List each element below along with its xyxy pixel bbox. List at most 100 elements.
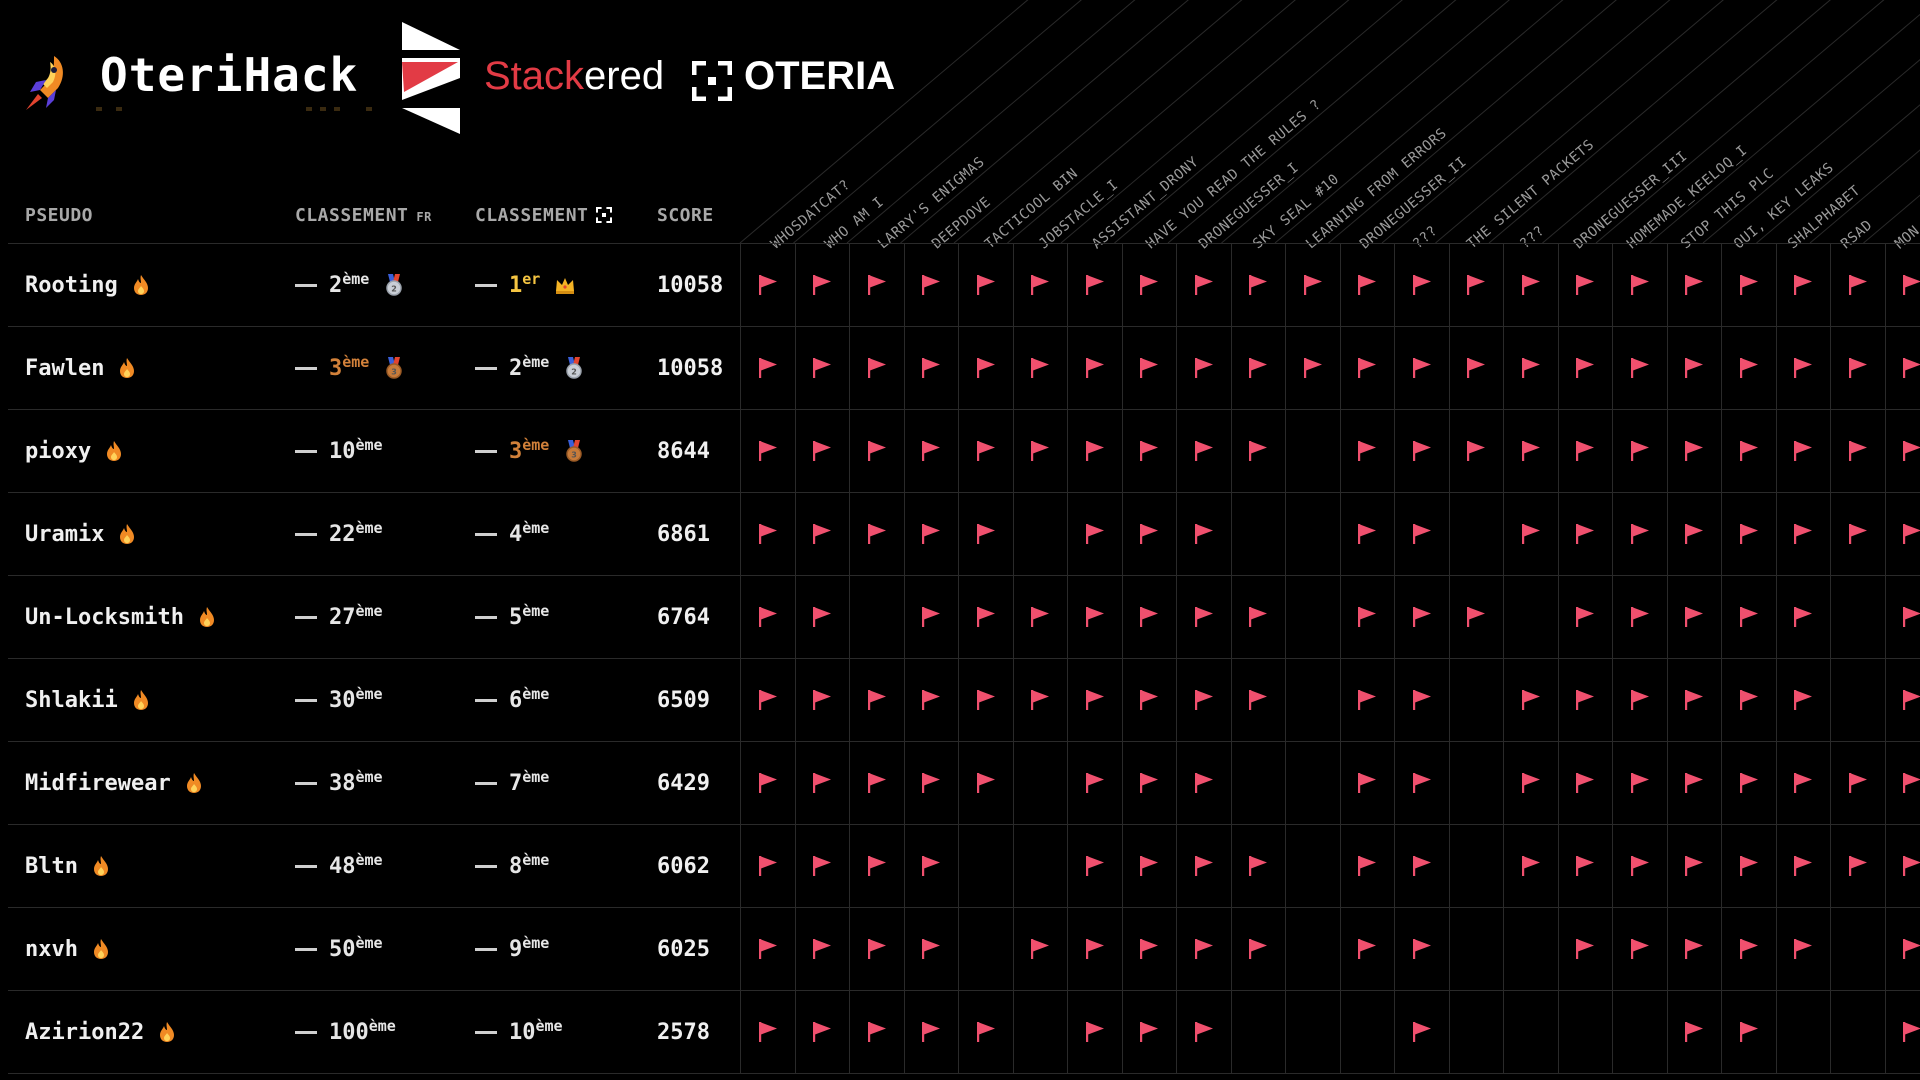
challenge-cell[interactable] [1448,576,1504,658]
challenge-cell[interactable] [1448,244,1504,326]
challenge-cell[interactable] [1884,327,1920,409]
challenge-cell[interactable] [1666,908,1722,990]
challenge-cell[interactable] [1121,908,1177,990]
challenge-cell[interactable] [1884,825,1920,907]
challenge-cell[interactable] [1557,410,1613,492]
challenge-cell[interactable] [1394,327,1449,409]
challenge-cell[interactable] [1612,742,1667,824]
table-row[interactable]: nxvh 50 ème 9 ème 6025 [8,907,1920,990]
challenge-cell[interactable] [1721,991,1776,1073]
challenge-cell[interactable] [903,659,959,741]
challenge-cell[interactable] [1230,576,1286,658]
challenge-cell[interactable] [1830,825,1885,907]
challenge-cell[interactable] [1230,659,1286,741]
challenge-cell[interactable] [1176,659,1231,741]
challenge-cell[interactable] [1176,576,1231,658]
challenge-cell[interactable] [903,244,959,326]
challenge-cell[interactable] [1557,659,1613,741]
challenge-cell[interactable] [794,659,850,741]
challenge-cell[interactable] [1775,244,1831,326]
challenge-cell[interactable] [740,244,795,326]
challenge-cell[interactable] [1121,410,1177,492]
challenge-cell[interactable] [1012,659,1068,741]
table-row[interactable]: Rooting 2 ème 2 1 er 10058 [8,243,1920,326]
challenge-cell[interactable] [1012,327,1068,409]
challenge-cell[interactable] [1666,493,1722,575]
challenge-cell[interactable] [794,410,850,492]
challenge-cell[interactable] [1775,659,1831,741]
challenge-cell[interactable] [1503,410,1558,492]
challenge-cell[interactable] [1067,410,1122,492]
challenge-cell[interactable] [794,991,850,1073]
challenge-cell[interactable] [1230,908,1286,990]
challenge-cell[interactable] [794,327,850,409]
challenge-cell[interactable] [1176,327,1231,409]
challenge-cell[interactable] [1285,327,1340,409]
challenge-cell[interactable] [1394,908,1449,990]
challenge-cell[interactable] [1830,244,1885,326]
challenge-cell[interactable] [1121,991,1177,1073]
challenge-cell[interactable] [794,493,850,575]
challenge-cell[interactable] [958,493,1013,575]
challenge-cell[interactable] [1176,410,1231,492]
challenge-cell[interactable] [740,825,795,907]
challenge-cell[interactable] [1557,244,1613,326]
challenge-cell[interactable] [1612,825,1667,907]
challenge-cell[interactable] [1339,908,1395,990]
challenge-cell[interactable] [1884,244,1920,326]
challenge-cell[interactable] [1503,659,1558,741]
challenge-cell[interactable] [1394,825,1449,907]
challenge-cell[interactable] [1230,410,1286,492]
challenge-cell[interactable] [1285,244,1340,326]
challenge-cell[interactable] [740,410,795,492]
challenge-cell[interactable] [958,327,1013,409]
challenge-cell[interactable] [1775,410,1831,492]
challenge-cell[interactable] [1612,908,1667,990]
challenge-cell[interactable] [1721,244,1776,326]
challenge-cell[interactable] [1884,908,1920,990]
challenge-cell[interactable] [958,659,1013,741]
challenge-cell[interactable] [1339,410,1395,492]
table-row[interactable]: Bltn 48 ème 8 ème 6062 [8,824,1920,907]
challenge-cell[interactable] [1394,410,1449,492]
challenge-cell[interactable] [1775,576,1831,658]
table-row[interactable]: Midfirewear 38 ème 7 ème 6429 [8,741,1920,824]
challenge-cell[interactable] [1884,410,1920,492]
challenge-cell[interactable] [1230,327,1286,409]
challenge-cell[interactable] [1721,327,1776,409]
challenge-cell[interactable] [1557,908,1613,990]
challenge-cell[interactable] [958,410,1013,492]
challenge-cell[interactable] [1830,327,1885,409]
challenge-cell[interactable] [740,991,795,1073]
challenge-cell[interactable] [1884,576,1920,658]
challenge-cell[interactable] [740,327,795,409]
challenge-cell[interactable] [1339,244,1395,326]
challenge-cell[interactable] [1666,244,1722,326]
challenge-cell[interactable] [1884,659,1920,741]
challenge-cell[interactable] [958,576,1013,658]
table-row[interactable]: Un-Locksmith 27 ème 5 ème 6764 [8,575,1920,658]
challenge-cell[interactable] [1666,825,1722,907]
challenge-cell[interactable] [740,493,795,575]
challenge-cell[interactable] [1067,244,1122,326]
challenge-cell[interactable] [1557,742,1613,824]
challenge-cell[interactable] [794,244,850,326]
challenge-cell[interactable] [903,908,959,990]
challenge-cell[interactable] [958,244,1013,326]
challenge-cell[interactable] [1121,576,1177,658]
column-header-pseudo[interactable]: PSEUDO [25,205,94,226]
challenge-cell[interactable] [1176,493,1231,575]
challenge-cell[interactable] [1721,908,1776,990]
challenge-cell[interactable] [1666,659,1722,741]
challenge-cell[interactable] [1775,327,1831,409]
challenge-cell[interactable] [849,991,904,1073]
challenge-cell[interactable] [1666,410,1722,492]
challenge-cell[interactable] [740,742,795,824]
challenge-cell[interactable] [1721,659,1776,741]
challenge-cell[interactable] [958,991,1013,1073]
challenge-cell[interactable] [1503,327,1558,409]
challenge-cell[interactable] [1830,493,1885,575]
challenge-cell[interactable] [849,742,904,824]
challenge-cell[interactable] [849,908,904,990]
challenge-cell[interactable] [903,576,959,658]
